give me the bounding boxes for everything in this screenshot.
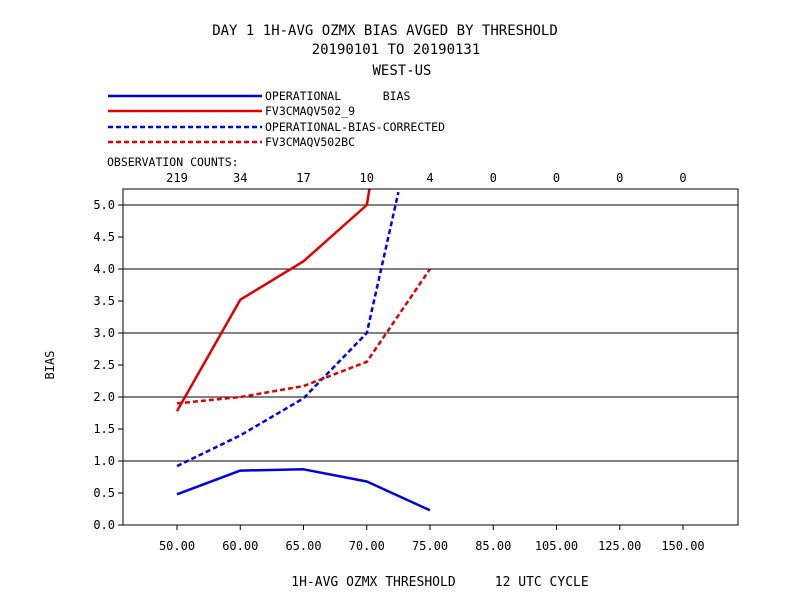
x-axis-label: 1H-AVG OZMX THRESHOLD 12 UTC CYCLE bbox=[291, 575, 588, 590]
x-tick-label: 50.00 bbox=[159, 539, 195, 553]
y-tick-label: 2.5 bbox=[93, 358, 115, 372]
y-tick-label: 2.0 bbox=[93, 390, 115, 404]
y-tick-label: 1.5 bbox=[93, 422, 115, 436]
obs-counts-label: OBSERVATION COUNTS: bbox=[107, 155, 239, 169]
x-tick-label: 65.00 bbox=[285, 539, 321, 553]
series-lines bbox=[175, 189, 432, 512]
y-tick-label: 5.0 bbox=[93, 198, 115, 212]
x-tick-label: 75.00 bbox=[412, 539, 448, 553]
chart-title: DAY 1 1H-AVG OZMX BIAS AVGED BY THRESHOL… bbox=[212, 23, 558, 39]
y-axis-label: BIAS bbox=[43, 351, 57, 380]
obs-count: 17 bbox=[296, 171, 310, 185]
y-axis: 0.0 0.5 1.0 1.5 2.0 2.5 3.0 3.5 4.0 4.5 5.0 bbox=[93, 198, 123, 532]
obs-counts: 219 34 17 10 4 0 0 0 0 bbox=[166, 171, 686, 185]
legend-label-operational: OPERATIONAL BIAS bbox=[265, 89, 410, 103]
y-tick-label: 4.5 bbox=[93, 230, 115, 244]
series-line-1 bbox=[175, 189, 371, 412]
y-tick-label: 3.5 bbox=[93, 294, 115, 308]
series-line-3 bbox=[176, 268, 432, 405]
obs-count: 219 bbox=[166, 171, 188, 185]
series-line-2 bbox=[176, 191, 400, 468]
x-tick-label: 150.00 bbox=[661, 539, 704, 553]
grid bbox=[123, 204, 738, 462]
obs-count: 34 bbox=[233, 171, 247, 185]
x-tick-label: 125.00 bbox=[598, 539, 641, 553]
obs-count: 0 bbox=[490, 171, 497, 185]
x-tick-label: 60.00 bbox=[222, 539, 258, 553]
obs-count: 4 bbox=[426, 171, 433, 185]
x-axis: 50.00 60.00 65.00 70.00 75.00 85.00 105.00 125.… bbox=[159, 525, 705, 553]
x-tick-label: 105.00 bbox=[535, 539, 578, 553]
x-tick-label: 85.00 bbox=[475, 539, 511, 553]
series-line-0 bbox=[176, 468, 431, 512]
chart-subtitle: 20190101 TO 20190131 bbox=[312, 42, 481, 58]
plot-frame bbox=[122, 188, 739, 526]
x-tick-label: 70.00 bbox=[349, 539, 385, 553]
legend: OPERATIONAL BIAS FV3CMAQV502_9 OPERATION… bbox=[108, 89, 445, 149]
y-tick-label: 0.5 bbox=[93, 486, 115, 500]
obs-count: 0 bbox=[553, 171, 560, 185]
y-tick-label: 1.0 bbox=[93, 454, 115, 468]
y-tick-label: 0.0 bbox=[93, 518, 115, 532]
legend-label-fv3cmaq: FV3CMAQV502_9 bbox=[265, 104, 355, 118]
legend-label-operational-bc: OPERATIONAL-BIAS-CORRECTED bbox=[265, 120, 445, 134]
y-tick-label: 3.0 bbox=[93, 326, 115, 340]
legend-label-fv3cmaqbc: FV3CMAQV502BC bbox=[265, 135, 355, 149]
obs-count: 0 bbox=[616, 171, 623, 185]
chart-region: WEST-US bbox=[372, 63, 431, 79]
y-tick-label: 4.0 bbox=[93, 262, 115, 276]
obs-count: 10 bbox=[360, 171, 374, 185]
obs-count: 0 bbox=[679, 171, 686, 185]
